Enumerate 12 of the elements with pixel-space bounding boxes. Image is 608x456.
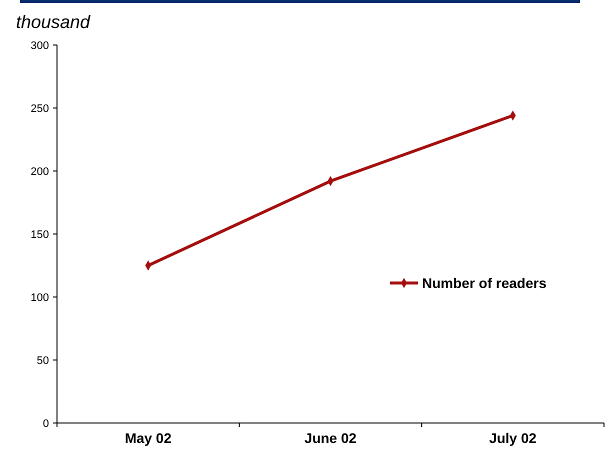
y-tick-label: 250 xyxy=(30,102,49,115)
y-tick-label: 200 xyxy=(30,166,49,178)
y-tick-label: 50 xyxy=(36,354,49,367)
y-tick-label: 150 xyxy=(30,228,49,241)
x-tick-label: May 02 xyxy=(124,430,172,446)
y-axis-title: thousand xyxy=(16,12,92,32)
x-tick-label: July 02 xyxy=(489,430,537,446)
y-tick-label: 100 xyxy=(30,292,49,304)
y-tick-label: 0 xyxy=(42,418,49,430)
legend-label: Number of readers xyxy=(422,274,547,291)
y-tick-label: 300 xyxy=(30,40,49,52)
x-tick-label: June 02 xyxy=(304,430,357,446)
